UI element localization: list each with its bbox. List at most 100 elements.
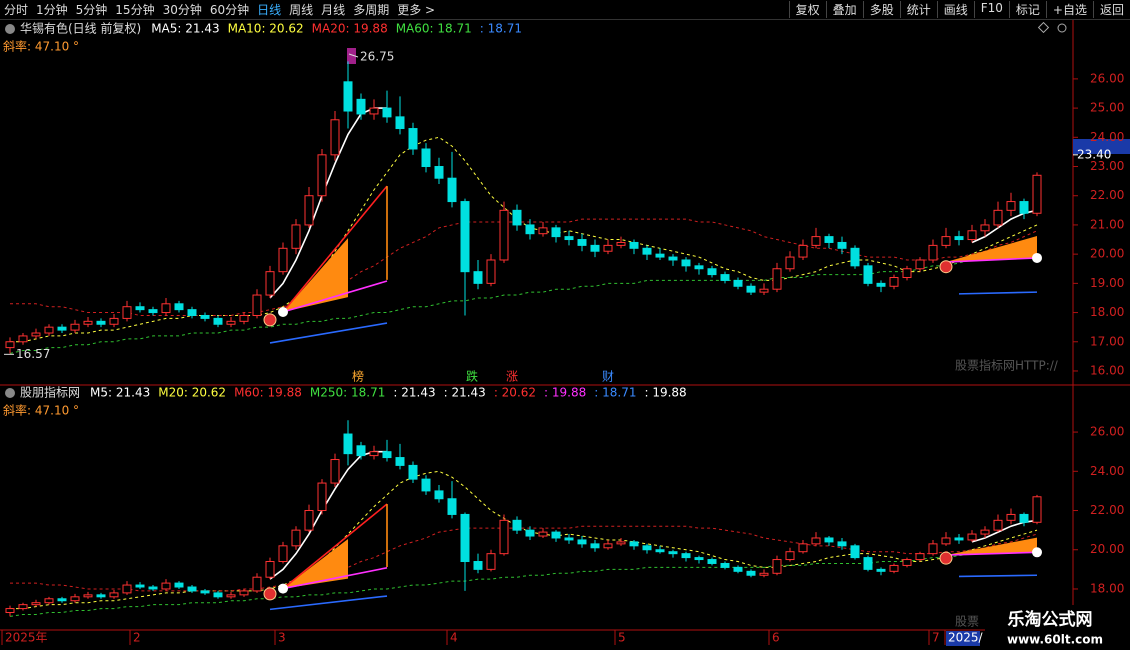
x-tick-label: 6 [772, 631, 780, 645]
candle-body [980, 224, 990, 232]
candle-body [135, 306, 145, 311]
toolbar-button[interactable]: 多周期 [353, 3, 390, 17]
candle-body [850, 545, 860, 559]
candle-body [83, 594, 93, 598]
legend-entry: M20: 20.62 [158, 386, 226, 400]
toolbar-button[interactable]: 5分钟 [75, 3, 108, 17]
candle-body [174, 303, 184, 311]
y-tick-label: 25.00 [1090, 101, 1124, 115]
y-tick-label: 22.00 [1090, 503, 1124, 517]
candle-body [291, 529, 301, 547]
candle-body [161, 582, 171, 590]
y-tick-label: 17.00 [1090, 334, 1124, 348]
candle-body [96, 320, 106, 325]
candle-body [434, 166, 444, 179]
signal-label: 财 [602, 370, 614, 384]
toolbar-button[interactable]: 60分钟 [209, 3, 250, 17]
icon[interactable] [1057, 23, 1067, 33]
legend-entry: M60: 19.88 [234, 386, 302, 400]
toolbar-button[interactable]: 多股 [862, 1, 900, 18]
candle-body [954, 537, 964, 541]
candle-body [564, 236, 574, 241]
candle-body [655, 549, 665, 553]
toolbar-button[interactable]: 叠加 [825, 1, 863, 18]
candle-body [590, 244, 600, 252]
candle-body [564, 537, 574, 541]
high-pointer [348, 53, 359, 58]
toolbar: 分时 1分钟 5分钟 15分钟 30分钟 60分钟 日线 周线 月线 多周期 更多 > 复权 叠加 多股统… [0, 0, 1130, 20]
candle-body [135, 584, 145, 588]
candle-body [772, 268, 782, 290]
icon[interactable] [5, 388, 15, 398]
toolbar-button[interactable]: 15分钟 [115, 3, 155, 17]
toolbar-button[interactable]: 30分钟 [162, 3, 202, 17]
y-tick-label: 24.00 [1090, 464, 1124, 478]
candle-body [239, 314, 249, 322]
slope-fill [946, 537, 1037, 556]
candle-body [395, 457, 405, 466]
toolbar-button[interactable]: 周线 [289, 3, 314, 17]
candle-body [928, 543, 938, 555]
toolbar-button[interactable]: 画线 [936, 1, 974, 18]
candle-body [18, 604, 28, 610]
indicator-line [269, 322, 388, 344]
toolbar-button[interactable]: 1分钟 [36, 3, 68, 17]
candle-body [590, 543, 600, 549]
candle-body [252, 294, 262, 316]
toolbar-button[interactable]: 标记 [1008, 1, 1046, 18]
candle-body [57, 326, 67, 331]
toolbar-button[interactable]: F10 [973, 1, 1009, 18]
candle-body [746, 570, 756, 576]
candle-body [538, 531, 548, 537]
toolbar-button[interactable]: 统计 [899, 1, 937, 18]
y-tick-label: 26.00 [1090, 425, 1124, 439]
toolbar-button[interactable]: 复权 [788, 1, 826, 18]
candle-body [863, 265, 873, 284]
candle-body [1006, 513, 1016, 521]
y-tick-label: 19.00 [1090, 276, 1124, 290]
y-tick-label: 18.00 [1090, 581, 1124, 595]
candle-body [538, 227, 548, 235]
indicator-line [945, 551, 1038, 556]
candle-body [941, 236, 951, 246]
toolbar-button[interactable]: 分时 [4, 3, 29, 17]
icon[interactable] [5, 24, 15, 34]
candle-body [369, 451, 379, 457]
candle-body [616, 541, 626, 545]
toolbar-button[interactable]: 日线 [257, 3, 282, 17]
x-tick-label: 5 [618, 631, 626, 645]
toolbar-button[interactable]: 返回 [1092, 1, 1130, 18]
toolbar-button[interactable]: 更多 > [397, 3, 436, 17]
candle-body [1019, 513, 1029, 523]
candle-body [486, 553, 496, 570]
candle-body [226, 320, 236, 325]
watermark: 股票 [955, 615, 979, 629]
candle-body [317, 482, 327, 512]
legend-entry: M5: 21.43 [90, 386, 150, 400]
brand-name: 乐淘公式网 [1008, 609, 1093, 630]
candle-body [278, 545, 288, 563]
indicator-line [282, 280, 388, 313]
candle-body [616, 241, 626, 246]
candle-body [200, 314, 210, 319]
x-tick-label: 4 [450, 631, 458, 645]
legend-entry: MA60: 18.71 [396, 22, 472, 36]
candle-body [954, 236, 964, 241]
candle-body [447, 498, 457, 515]
slope-fill [283, 238, 348, 312]
toolbar-button[interactable]: +自选 [1045, 1, 1093, 18]
candle-body [837, 241, 847, 249]
candle-body [707, 268, 717, 276]
candle-body [798, 543, 808, 553]
slope-fill [946, 236, 1037, 263]
legend-entry: M250: 18.71 [310, 386, 385, 400]
signal-dot [278, 306, 288, 317]
legend-entry: : 21.43 [444, 386, 486, 400]
candle-body [642, 545, 652, 551]
candle-body [850, 247, 860, 267]
toolbar-button[interactable]: 月线 [321, 3, 346, 17]
icon[interactable] [1037, 21, 1050, 34]
legend-entry: MA10: 20.62 [228, 22, 304, 36]
candle-body [772, 559, 782, 574]
